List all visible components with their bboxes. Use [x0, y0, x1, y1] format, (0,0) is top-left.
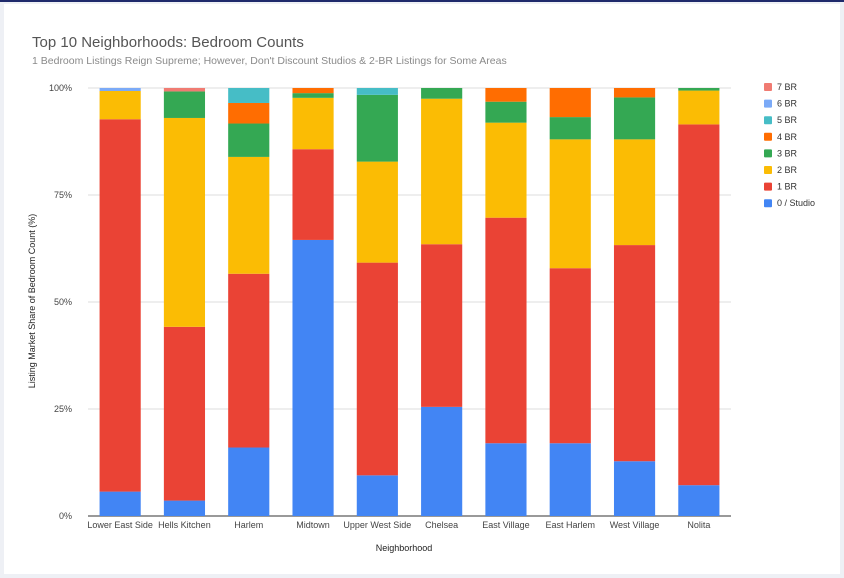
bar-segment: [228, 123, 270, 157]
x-axis-ticks: Lower East Side Hells Kitchen Harlem Midtow…: [87, 520, 710, 530]
bar-segment: [421, 406, 463, 516]
chart-subtitle: 1 Bedroom Listings Reign Supreme; Howeve…: [32, 55, 507, 67]
bar-segment: [549, 139, 591, 269]
legend-label: 2 BR: [777, 165, 798, 175]
x-tick-label: Lower East Side: [87, 520, 153, 530]
bar-segment: [228, 156, 270, 274]
bar-segment: [549, 268, 591, 444]
bar-segment: [99, 119, 141, 492]
y-tick-label: 100%: [49, 83, 72, 93]
bar-segment: [356, 94, 398, 162]
bar-segment: [485, 443, 527, 516]
bar-segment: [356, 88, 398, 95]
bar-segment: [678, 124, 720, 486]
bar-segment: [292, 93, 334, 98]
bar-segment: [613, 88, 656, 98]
bar-segment: [485, 88, 527, 102]
bar-segment: [678, 90, 720, 125]
y-tick-label: 50%: [54, 297, 72, 307]
bar-segment: [292, 149, 334, 240]
y-tick-label: 75%: [54, 190, 72, 200]
x-tick-label: Midtown: [296, 520, 330, 530]
x-tick-label: Nolita: [687, 520, 710, 530]
bar-segment: [613, 139, 656, 246]
bar-segment: [99, 90, 141, 120]
bar-segment: [356, 475, 398, 516]
y-tick-label: 25%: [54, 404, 72, 414]
bar-segment: [678, 88, 720, 91]
bar-segment: [678, 485, 720, 516]
bar-segment: [163, 91, 206, 118]
legend-swatch: [764, 132, 772, 141]
y-axis-ticks: 0% 25% 50% 75% 100%: [49, 83, 72, 521]
bar-segment: [549, 88, 591, 118]
legend-label: 7 BR: [777, 82, 798, 92]
legend-label: 5 BR: [777, 115, 798, 125]
bar-segment: [613, 97, 656, 140]
bar-segment: [163, 88, 206, 92]
legend-label: 1 BR: [777, 182, 798, 192]
bar-segment: [163, 500, 206, 516]
legend-label: 3 BR: [777, 148, 798, 158]
y-tick-label: 0%: [59, 511, 72, 521]
x-tick-label: Hells Kitchen: [158, 520, 211, 530]
x-tick-label: East Village: [482, 520, 529, 530]
legend-swatch: [764, 199, 772, 208]
chart-title: Top 10 Neighborhoods: Bedroom Counts: [32, 34, 304, 51]
x-tick-label: Chelsea: [425, 520, 458, 530]
bar-segment: [421, 98, 463, 245]
legend-swatch: [764, 166, 772, 174]
bar-segment: [356, 262, 398, 476]
bar-segment: [485, 217, 527, 444]
bar-segment: [99, 491, 141, 516]
bar-segment: [613, 245, 656, 462]
legend-label: 4 BR: [777, 132, 798, 142]
bar-segment: [549, 117, 591, 140]
bar-segment: [356, 161, 398, 263]
bar-segment: [292, 239, 334, 516]
bars: [99, 88, 720, 516]
y-axis-title: Listing Market Share of Bedroom Count (%…: [27, 214, 37, 389]
bar-segment: [228, 273, 270, 448]
x-tick-label: Upper West Side: [343, 520, 411, 530]
legend-label: 0 / Studio: [777, 198, 815, 208]
bar-segment: [228, 88, 270, 103]
legend-label: 6 BR: [777, 99, 798, 109]
legend-swatch: [764, 182, 772, 191]
legend-swatch: [764, 149, 772, 158]
bar-segment: [421, 88, 463, 99]
legend-swatch: [764, 116, 772, 125]
bar-segment: [228, 102, 270, 124]
bar-segment: [613, 461, 656, 516]
bar-segment: [421, 244, 463, 407]
bar-segment: [485, 122, 527, 218]
window-top-border: [0, 0, 844, 2]
x-tick-label: East Harlem: [545, 520, 595, 530]
bar-segment: [485, 101, 527, 123]
bar-segment: [292, 88, 334, 94]
bar-segment: [549, 443, 591, 516]
x-tick-label: West Village: [610, 520, 660, 530]
bar-segment: [163, 117, 206, 327]
bar-segment: [163, 326, 206, 501]
bar-segment: [228, 447, 270, 516]
bar-segment: [292, 97, 334, 150]
legend-swatch: [764, 99, 772, 108]
legend-swatch: [764, 83, 772, 91]
x-axis-title: Neighborhood: [376, 543, 433, 553]
bar-segment: [99, 88, 141, 91]
legend: 7 BR 6 BR 5 BR 4 BR 3 BR 2 BR 1 BR 0 / Studio: [764, 82, 815, 208]
x-tick-label: Harlem: [234, 520, 263, 530]
